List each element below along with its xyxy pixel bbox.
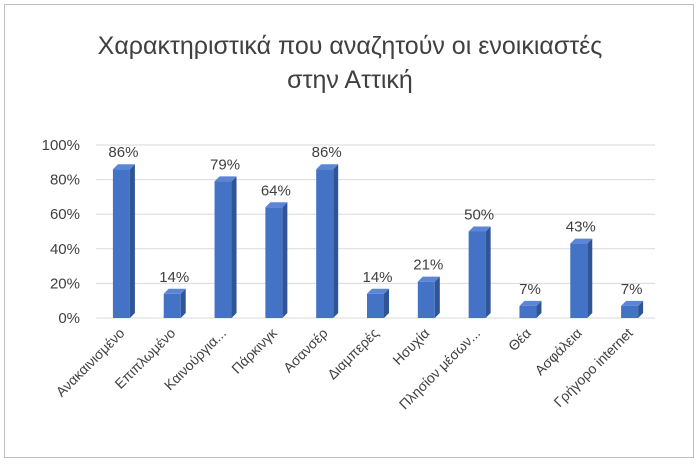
data-label-10: 7% xyxy=(621,281,643,298)
y-tick-label-40: 40% xyxy=(50,241,80,258)
chart-title: Χαρακτηριστικά που αναζητούν οι ενοικιασ… xyxy=(5,29,695,97)
bar-6 xyxy=(417,281,435,318)
category-label-5: Διαμπερές xyxy=(324,325,382,383)
bar-9 xyxy=(570,243,588,318)
bar-side-5 xyxy=(384,288,389,318)
chart-title-line-1: Χαρακτηριστικά που αναζητούν οι ενοικιασ… xyxy=(97,32,603,60)
bar-top-6 xyxy=(417,276,440,282)
category-label-9: Ασφάλεια xyxy=(531,325,584,378)
bar-side-6 xyxy=(434,276,440,318)
y-tick-label-60: 60% xyxy=(50,206,80,223)
data-label-0: 86% xyxy=(108,144,138,161)
category-label-6: Ησυχία xyxy=(389,325,432,368)
bar-top-8 xyxy=(519,300,542,306)
bar-top-7 xyxy=(468,226,491,232)
bar-top-1 xyxy=(163,288,186,294)
bar-10 xyxy=(621,305,639,318)
data-label-8: 7% xyxy=(519,281,541,298)
bar-side-7 xyxy=(485,226,491,318)
bar-4 xyxy=(316,169,334,318)
data-label-1: 14% xyxy=(159,269,189,286)
category-label-0: Ανακαινισμένο xyxy=(53,325,128,400)
y-tick-label-80: 80% xyxy=(50,172,80,189)
bar-5 xyxy=(367,293,384,318)
data-label-9: 43% xyxy=(566,219,596,236)
category-label-8: Θέα xyxy=(505,325,534,354)
data-label-4: 86% xyxy=(312,144,342,161)
bar-7 xyxy=(468,231,486,318)
bar-side-2 xyxy=(231,176,237,318)
data-label-6: 21% xyxy=(413,257,443,274)
y-tick-label-0: 0% xyxy=(58,310,80,327)
data-label-7: 50% xyxy=(464,207,494,224)
bar-0 xyxy=(112,169,130,318)
bar-3 xyxy=(265,207,283,318)
data-label-5: 14% xyxy=(362,269,392,286)
category-label-4: Ασανσέρ xyxy=(280,325,331,376)
bar-2 xyxy=(214,181,232,318)
bar-side-3 xyxy=(282,202,288,318)
bar-1 xyxy=(163,293,181,318)
bar-top-2 xyxy=(214,176,237,182)
bar-top-4 xyxy=(316,164,339,170)
y-tick-label-20: 20% xyxy=(50,275,80,292)
bar-side-0 xyxy=(129,164,135,318)
y-tick-label-100: 100% xyxy=(42,137,80,154)
bar-top-3 xyxy=(265,202,288,208)
data-label-2: 79% xyxy=(210,156,240,173)
bar-top-9 xyxy=(570,238,593,244)
bar-top-5 xyxy=(367,288,389,294)
bar-8 xyxy=(519,305,537,318)
chart-title-line-2: στην Αττική xyxy=(287,66,413,94)
bar-top-0 xyxy=(112,164,135,170)
bar-side-1 xyxy=(180,288,186,318)
data-label-3: 64% xyxy=(261,182,291,199)
bar-side-9 xyxy=(587,238,593,318)
bar-side-4 xyxy=(333,164,339,318)
category-label-3: Πάρκινγκ xyxy=(228,324,281,377)
bar-top-10 xyxy=(621,300,644,306)
bar-side-8 xyxy=(536,300,542,318)
bar-side-10 xyxy=(638,300,644,318)
